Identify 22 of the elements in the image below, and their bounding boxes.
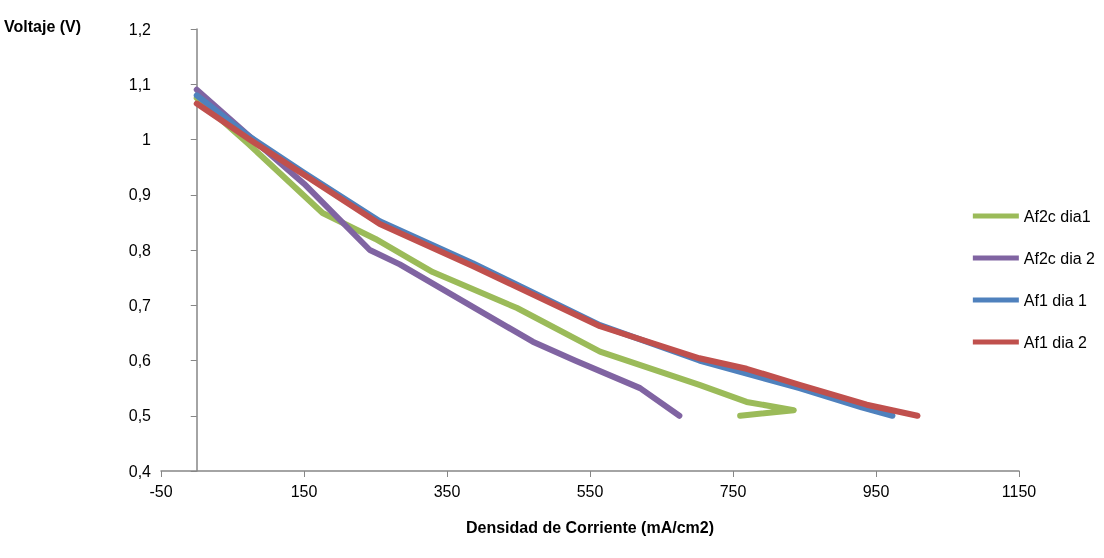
y-axis-title: Voltaje (V) (4, 17, 82, 35)
x-axis-title: Densidad de Corriente (mA/cm2) (465, 518, 715, 536)
x-tick-label: 550 (576, 482, 604, 500)
x-tick-label: 350 (433, 482, 461, 500)
legend-label: Af2c dia1 (1023, 207, 1091, 225)
y-tick-label: 1 (142, 131, 152, 148)
y-tick-label: 0,6 (128, 352, 152, 369)
y-tick-label: 1,2 (128, 20, 152, 38)
legend-label: Af1 dia 1 (1023, 291, 1088, 309)
y-tick-label: 0,4 (128, 462, 152, 480)
x-tick-label: 750 (719, 482, 747, 500)
y-tick-label: 0,9 (128, 186, 152, 204)
x-tick-label: 1150 (1001, 482, 1037, 500)
y-tick-label: 0,8 (128, 241, 152, 259)
y-tick-label: 1,1 (128, 75, 152, 93)
legend-label: Af2c dia 2 (1023, 249, 1096, 267)
x-tick-label: -50 (149, 482, 173, 500)
legend-label: Af1 dia 2 (1023, 333, 1088, 351)
y-tick-label: 0,5 (128, 407, 152, 425)
x-tick-label: 150 (290, 482, 318, 500)
x-tick-label: 950 (862, 482, 890, 500)
y-tick-label: 0,7 (128, 296, 152, 314)
